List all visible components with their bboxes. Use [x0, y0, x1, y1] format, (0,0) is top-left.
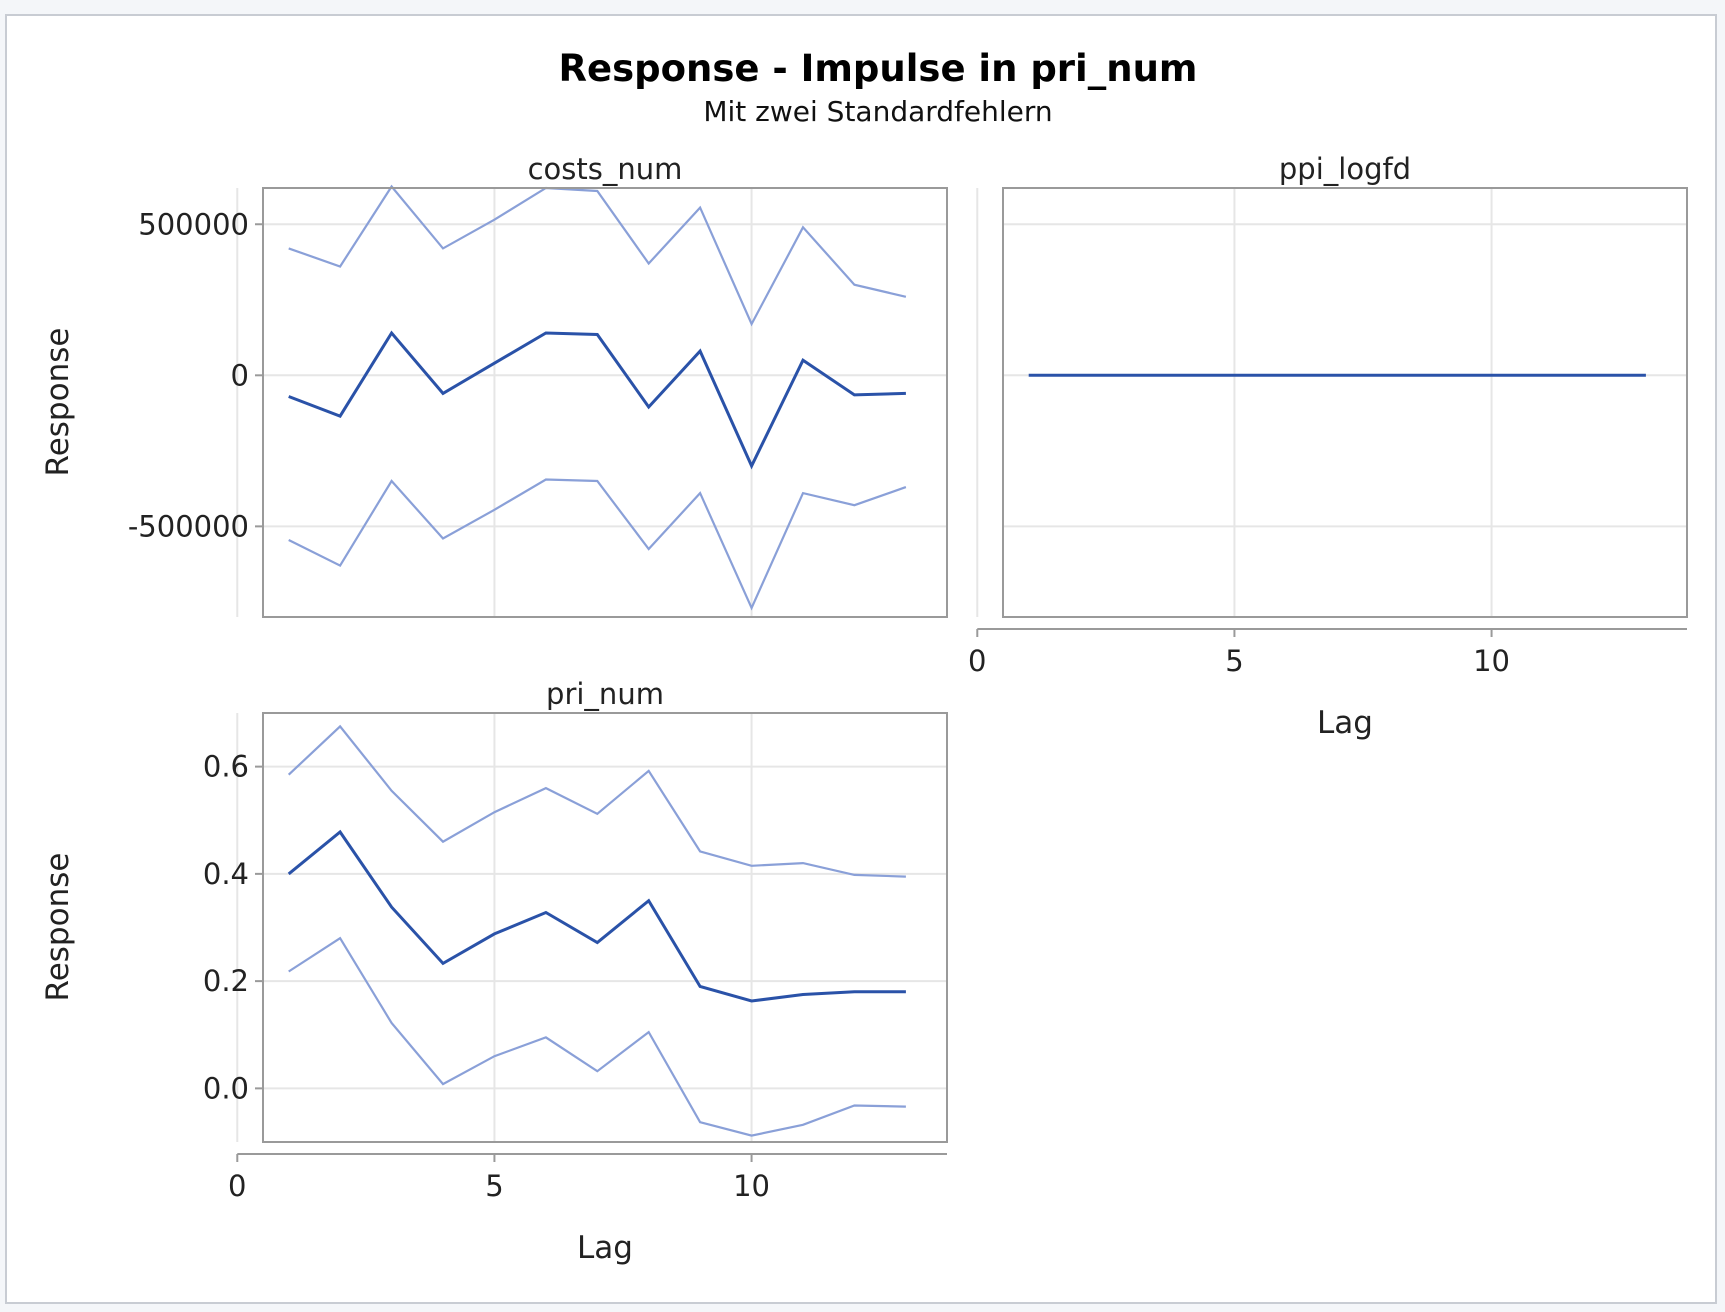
plot-frame	[262, 712, 948, 1143]
series-upper-line	[288, 184, 907, 327]
panel-title: pri_num	[546, 677, 664, 711]
panel-pri_num: pri_num 0.6 0.4 0.2 0.0 Response 0 5 10 Lag	[40, 677, 948, 1266]
x-tick-label: 5	[1225, 644, 1243, 678]
x-tick-label: 5	[485, 1169, 503, 1203]
chart-title: Response - Impulse in pri_num	[559, 47, 1198, 90]
y-tick-label: 500000	[138, 207, 249, 241]
y-tick-label: 0.6	[203, 750, 249, 784]
x-axis-label: Lag	[1317, 705, 1373, 741]
panel-costs_num: costs_num 500000 0 -500000 Response	[40, 152, 948, 618]
x-tick-label: 0	[228, 1169, 246, 1203]
plot-area	[263, 713, 947, 1142]
y-tick-label: 0.0	[203, 1071, 249, 1105]
panel-group: costs_num 500000 0 -500000 Response ppi_logfd…	[40, 152, 1688, 1266]
y-tick-label: 0.4	[203, 857, 249, 891]
plot-frame	[1002, 187, 1688, 618]
panel-title: costs_num	[528, 152, 683, 186]
y-tick-label: 0.2	[203, 964, 249, 998]
panel-ppi_logfd: ppi_logfd 0 5 10 Lag	[968, 152, 1688, 741]
plot-area	[263, 188, 947, 617]
chart-subtitle: Mit zwei Standardfehlern	[703, 95, 1052, 128]
series-estimate-line	[287, 829, 906, 1003]
plot-area	[1003, 188, 1687, 617]
x-tick-label: 10	[1473, 644, 1510, 678]
x-axis-label: Lag	[577, 1230, 633, 1266]
series-upper-line	[287, 724, 906, 878]
plot-frame	[262, 187, 948, 618]
x-tick-label: 10	[733, 1169, 770, 1203]
y-axis-label: Response	[40, 328, 76, 477]
y-tick-label: -500000	[128, 509, 249, 543]
series-lower-line	[288, 478, 907, 611]
x-tick-label: 0	[968, 644, 986, 678]
series-lower-line	[288, 936, 906, 1137]
y-axis-label: Response	[40, 853, 76, 1002]
series-estimate-line	[288, 330, 906, 470]
panel-title: ppi_logfd	[1279, 152, 1411, 186]
y-tick-label: 0	[231, 358, 249, 392]
